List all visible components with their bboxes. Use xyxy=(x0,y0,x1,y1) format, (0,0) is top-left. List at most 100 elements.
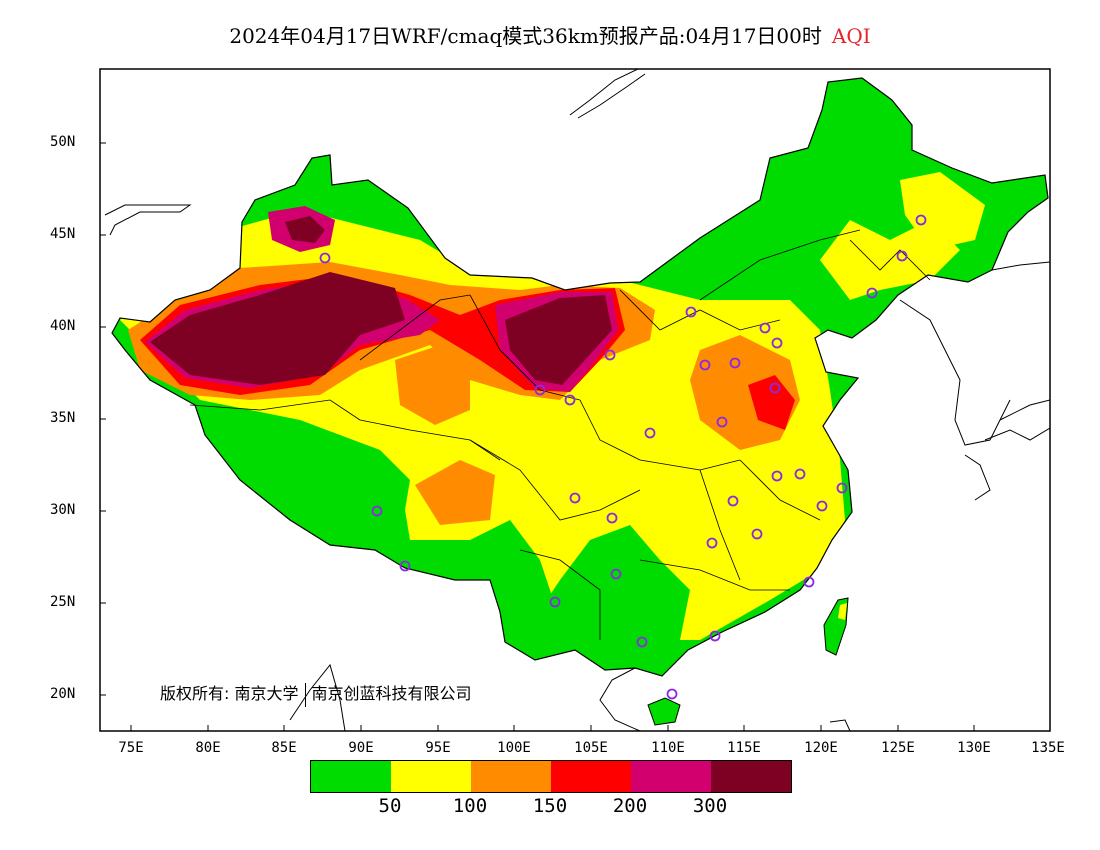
aqi-good-tibet xyxy=(195,410,410,545)
station-marker xyxy=(896,250,908,262)
border-qinghai-gansu xyxy=(469,294,581,401)
border-hunan-jiangxi xyxy=(699,469,741,581)
station-marker xyxy=(751,528,763,540)
x-tick-label: 110E xyxy=(651,740,685,756)
station-marker xyxy=(606,512,618,524)
station-marker xyxy=(803,576,815,588)
copyright-divider xyxy=(304,682,306,707)
x-tick-label: 130E xyxy=(957,740,991,756)
station-marker xyxy=(534,384,546,396)
station-marker xyxy=(915,214,927,226)
station-marker xyxy=(685,306,697,318)
border-central xyxy=(579,399,741,471)
station-marker xyxy=(716,416,728,428)
x-tick-label: 105E xyxy=(574,740,608,756)
legend-swatch-unhealthy xyxy=(551,761,631,792)
x-tick-label: 135E xyxy=(1031,740,1065,756)
border-tibet-qinghai xyxy=(359,419,501,461)
legend-swatch-moderate xyxy=(391,761,471,792)
aqi-sensitive-qinghai xyxy=(395,345,470,425)
aqi-legend xyxy=(310,760,792,793)
station-marker xyxy=(729,357,741,369)
aqi-hazardous-junggar xyxy=(285,216,325,243)
station-marker xyxy=(771,470,783,482)
copyright-org-university: 南京大学 xyxy=(234,684,299,703)
hainan-island xyxy=(647,697,681,726)
y-tick-label: 25N xyxy=(50,594,76,610)
legend-label: 150 xyxy=(532,795,568,817)
station-marker xyxy=(371,505,383,517)
aqi-hazardous-alxa xyxy=(505,295,612,385)
lake-baikal xyxy=(569,69,646,119)
station-marker xyxy=(549,596,561,608)
korea-coast xyxy=(899,299,1011,446)
station-marker xyxy=(706,537,718,549)
y-tick-label: 50N xyxy=(50,134,76,150)
vietnam-coast xyxy=(599,667,641,731)
border-xinjiang-tibet xyxy=(189,399,361,421)
aqi-good-yunnan-guizhou xyxy=(540,525,690,660)
bay-of-bengal-coast xyxy=(289,663,346,731)
title-variable: AQI xyxy=(831,24,871,48)
legend-swatch-hazardous xyxy=(711,761,791,792)
russia-coast xyxy=(991,261,1050,271)
copyright-notice: 版权所有: 南京大学 南京创蓝科技有限公司 xyxy=(160,680,472,707)
legend-label: 300 xyxy=(692,795,728,817)
x-tick-label: 115E xyxy=(727,740,761,756)
china-outline xyxy=(111,77,1049,677)
y-tick-label: 40N xyxy=(50,318,76,334)
other-coastlines xyxy=(104,69,1050,731)
station-marker xyxy=(816,500,828,512)
station-marker xyxy=(569,492,581,504)
station-marker xyxy=(319,252,331,264)
x-tick-label: 80E xyxy=(195,740,221,756)
taiwan-yellow xyxy=(838,603,847,620)
x-tick-label: 85E xyxy=(271,740,297,756)
x-tick-label: 120E xyxy=(804,740,838,756)
legend-swatch-sensitive xyxy=(471,761,551,792)
map-title: 2024年04月17日WRF/cmaq模式36km预报产品:04月17日00时 A… xyxy=(0,20,1100,49)
aqi-hazardous-tarim xyxy=(150,272,405,385)
station-marker xyxy=(769,382,781,394)
border-east xyxy=(739,459,821,521)
station-marker xyxy=(666,688,678,700)
station-markers xyxy=(319,214,927,700)
border-northeast xyxy=(849,239,931,281)
philippines-coast xyxy=(829,719,851,731)
station-marker xyxy=(771,337,783,349)
title-text: 2024年04月17日WRF/cmaq模式36km预报产品:04月17日00时 xyxy=(229,24,822,48)
aqi-sensitive-sichuan xyxy=(415,460,495,525)
legend-label: 100 xyxy=(452,795,488,817)
station-marker xyxy=(759,322,771,334)
station-marker xyxy=(699,359,711,371)
station-marker xyxy=(636,636,648,648)
station-marker xyxy=(564,394,576,406)
station-marker xyxy=(399,560,411,572)
copyright-label: 版权所有: xyxy=(160,684,230,703)
legend-label: 50 xyxy=(378,795,402,817)
station-marker xyxy=(644,427,656,439)
axis-ticks xyxy=(100,142,1051,731)
x-tick-label: 125E xyxy=(881,740,915,756)
station-marker xyxy=(604,349,616,361)
station-marker xyxy=(727,495,739,507)
y-tick-label: 20N xyxy=(50,686,76,702)
border-mongolia-ne xyxy=(699,229,861,301)
station-marker xyxy=(836,482,848,494)
y-tick-label: 45N xyxy=(50,226,76,242)
legend-swatch-very-unhealthy xyxy=(631,761,711,792)
aqi-moderate-east xyxy=(900,172,985,250)
legend-swatch-good xyxy=(311,761,391,792)
x-tick-label: 100E xyxy=(497,740,531,756)
x-tick-label: 90E xyxy=(348,740,374,756)
station-marker xyxy=(794,468,806,480)
x-tick-label: 95E xyxy=(425,740,451,756)
border-sichuan xyxy=(469,439,641,521)
border-yunnan xyxy=(519,549,601,640)
station-marker xyxy=(866,287,878,299)
y-tick-label: 30N xyxy=(50,502,76,518)
aqi-unhealthy-shandong xyxy=(748,375,795,430)
border-xinjiang-qinghai xyxy=(359,294,471,361)
border-south xyxy=(639,559,790,591)
